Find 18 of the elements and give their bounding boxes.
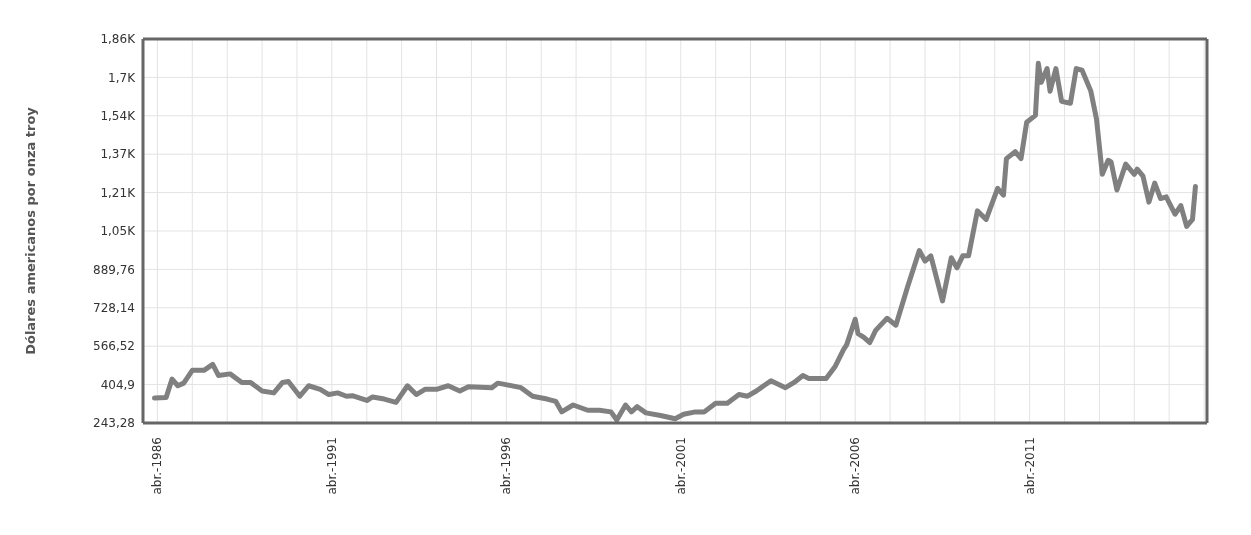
y-tick-label: 404,9 bbox=[100, 377, 135, 392]
x-tick-label: abr.-2001 bbox=[673, 437, 688, 495]
y-tick-label: 1,21K bbox=[100, 185, 137, 200]
x-tick-label: abr.-1996 bbox=[499, 437, 514, 495]
x-tick-label: abr.-1986 bbox=[150, 437, 165, 495]
x-tick-label: abr.-1991 bbox=[324, 437, 339, 495]
y-tick-label: 889,76 bbox=[93, 262, 135, 277]
y-axis-title: Dólares americanos por onza troy bbox=[22, 106, 38, 355]
x-tick-label: abr.-2006 bbox=[848, 437, 863, 495]
y-tick-label: 1,86K bbox=[100, 32, 137, 47]
y-tick-label: 1,05K bbox=[100, 224, 137, 239]
x-tick-label: abr.-2011 bbox=[1022, 437, 1037, 495]
y-tick-label: 243,28 bbox=[93, 416, 135, 431]
y-tick-label: 1,7K bbox=[108, 70, 137, 85]
y-tick-label: 566,52 bbox=[93, 339, 135, 354]
y-tick-label: 728,14 bbox=[93, 301, 135, 316]
y-tick-label: 1,37K bbox=[100, 147, 137, 162]
y-tick-label: 1,54K bbox=[100, 109, 137, 124]
